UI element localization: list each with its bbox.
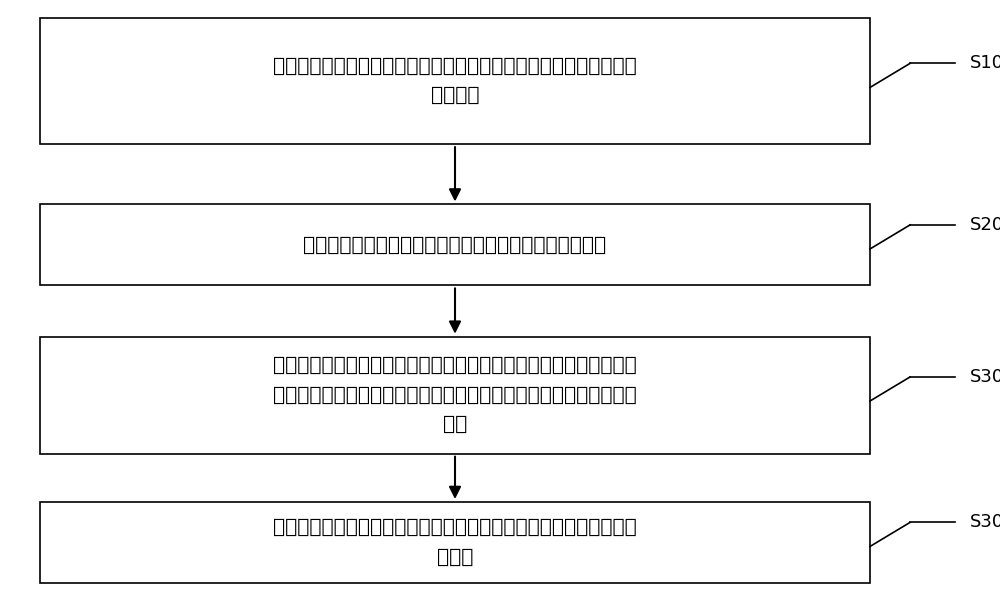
- Text: S302: S302: [970, 513, 1000, 531]
- Bar: [40, 337, 870, 454]
- Text: S100: S100: [970, 55, 1000, 72]
- Bar: [40, 18, 870, 144]
- Text: 分析建立的所述有效约束集，判断所述有效约束集是否存在连续的约
束关系: 分析建立的所述有效约束集，判断所述有效约束集是否存在连续的约 束关系: [273, 518, 637, 567]
- Text: 基于当前激光关键帧的位姿信息，根据预设距离确定搜索候选子图的
距离窗口: 基于当前激光关键帧的位姿信息，根据预设距离确定搜索候选子图的 距离窗口: [273, 57, 637, 105]
- Text: S200: S200: [970, 216, 1000, 234]
- Text: 获取历史子图数据集中位于所述距离窗口内的候选子图集: 获取历史子图数据集中位于所述距离窗口内的候选子图集: [303, 236, 607, 254]
- Bar: [40, 502, 870, 583]
- Text: S301: S301: [970, 368, 1000, 386]
- Text: 当所述当前激光关键帧与子图的匹配分数超过匹配阈值时，则所述当
前激光关键帧与所述子图的匹配为有效匹配，将所述子图加入有效约
束集: 当所述当前激光关键帧与子图的匹配分数超过匹配阈值时，则所述当 前激光关键帧与所述…: [273, 356, 637, 434]
- Bar: [40, 204, 870, 285]
